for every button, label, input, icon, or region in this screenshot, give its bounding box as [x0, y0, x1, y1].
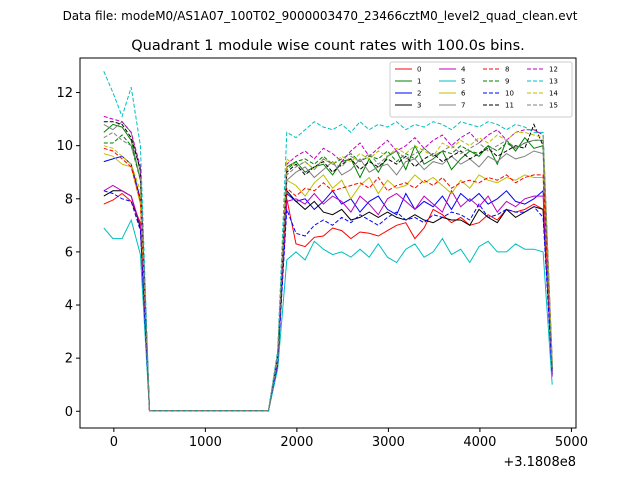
legend-label-10: 10 [505, 90, 514, 98]
x-tick-label: 5000 [555, 435, 588, 450]
axis-ticks: 0 1000 2000 3000 4000 5000 0 2 4 6 8 10 12 [56, 86, 588, 450]
legend-label-3: 3 [417, 102, 421, 110]
y-tick-label: 8 [65, 192, 73, 207]
series-line-6 [103, 153, 553, 412]
series-line-9 [103, 134, 553, 412]
series-line-7 [103, 120, 553, 412]
legend-label-0: 0 [417, 66, 421, 74]
plot-frame [79, 57, 577, 429]
legend-label-12: 12 [549, 66, 558, 74]
legend-frame [389, 61, 573, 118]
series-line-15 [103, 131, 553, 412]
legend-label-9: 9 [505, 78, 509, 86]
legend-label-7: 7 [461, 102, 465, 110]
y-tick-label: 2 [65, 352, 73, 367]
series-line-8 [103, 147, 553, 412]
x-tick-label: 3000 [372, 435, 405, 450]
series-line-14 [103, 131, 553, 412]
legend-label-8: 8 [505, 66, 509, 74]
chart-title: Quadrant 1 module wise count rates with … [131, 38, 525, 54]
series-lines [103, 71, 553, 412]
series-line-3 [103, 189, 553, 412]
legend-label-13: 13 [549, 78, 558, 86]
x-offset-label: +3.1808e8 [503, 455, 576, 470]
series-line-4 [103, 184, 553, 412]
legend-label-4: 4 [461, 66, 466, 74]
x-tick-label: 4000 [463, 435, 496, 450]
series-line-13 [103, 71, 553, 412]
legend-label-11: 11 [505, 102, 514, 110]
series-line-1 [103, 123, 553, 412]
x-tick-label: 0 [110, 435, 118, 450]
y-tick-label: 6 [65, 245, 73, 260]
series-line-5 [103, 218, 553, 412]
x-tick-label: 1000 [189, 435, 222, 450]
series-line-10 [103, 190, 553, 412]
y-tick-label: 10 [56, 139, 73, 154]
y-tick-label: 0 [65, 405, 73, 420]
legend-label-1: 1 [417, 78, 421, 86]
legend-label-14: 14 [549, 90, 558, 98]
legend-label-5: 5 [461, 78, 465, 86]
x-tick-label: 2000 [280, 435, 313, 450]
y-tick-label: 12 [56, 86, 73, 101]
y-tick-label: 4 [65, 299, 73, 314]
legend-label-15: 15 [549, 102, 558, 110]
series-line-11 [103, 121, 553, 412]
series-line-0 [103, 192, 553, 412]
chart-suptitle: Data file: modeM0/AS1A07_100T02_90000034… [63, 9, 578, 23]
legend-label-6: 6 [461, 90, 466, 98]
series-line-2 [103, 155, 553, 412]
legend-label-2: 2 [417, 90, 421, 98]
